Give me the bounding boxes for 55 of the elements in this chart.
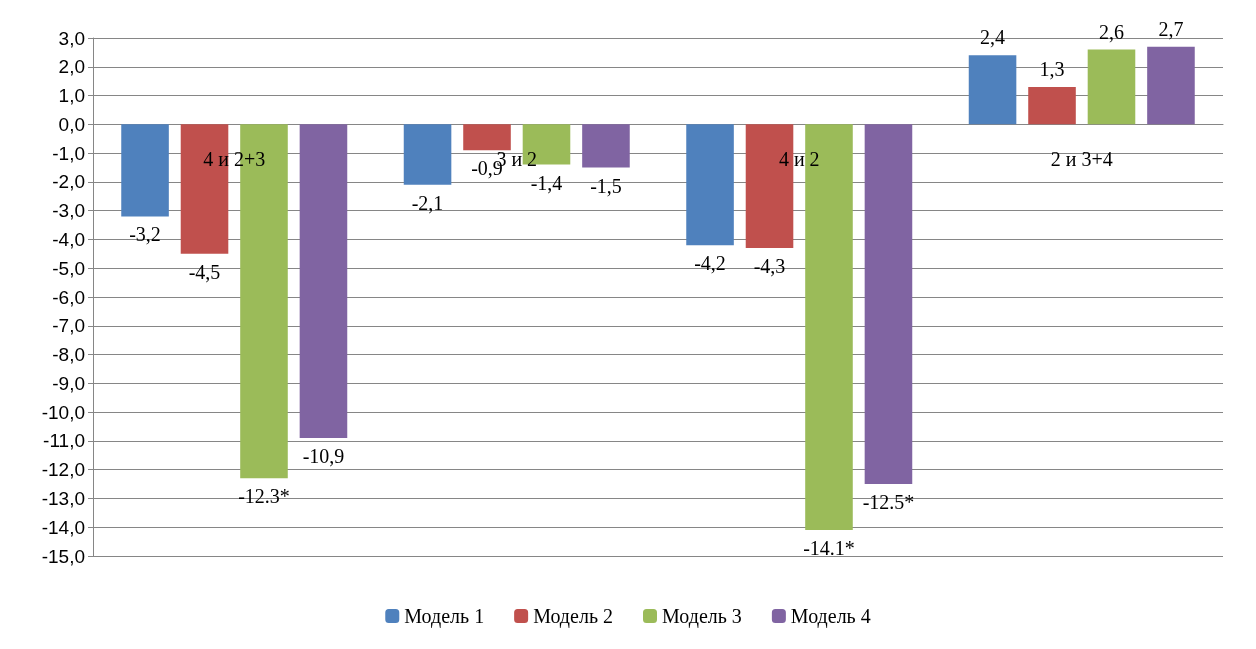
bar: [745, 124, 794, 249]
bar: [805, 124, 853, 531]
y-tick-label: -10,0: [41, 401, 85, 423]
bar: [121, 124, 169, 217]
y-tick-label: -15,0: [41, 545, 85, 567]
y-tick-label: -14,0: [41, 516, 85, 538]
y-tick-label: -4,0: [52, 228, 85, 250]
y-tick-label: -2,0: [52, 171, 85, 193]
bar: [582, 124, 630, 168]
y-tick-label: -13,0: [41, 487, 85, 509]
legend-label: Модель 3: [662, 605, 742, 628]
bar: [864, 124, 913, 485]
y-tick-label: 2,0: [58, 56, 85, 78]
y-tick-label: -5,0: [52, 257, 85, 279]
data-label: -1,5: [590, 174, 622, 197]
y-tick-label: -11,0: [43, 430, 85, 452]
bar: [686, 124, 734, 246]
data-label: -10,9: [302, 445, 345, 468]
data-label: -4,2: [694, 252, 726, 275]
y-tick-label: -6,0: [52, 286, 85, 308]
annotation: 4 и 2: [778, 148, 820, 171]
data-label: 2,7: [1158, 17, 1184, 40]
data-label: -4,5: [188, 260, 221, 283]
y-tick-label: 1,0: [58, 85, 85, 107]
legend-label: Модель 2: [533, 605, 614, 628]
bar: [1147, 46, 1195, 125]
y-tick-label: -9,0: [52, 372, 85, 394]
data-label: -12.5*: [862, 491, 915, 514]
y-tick-label: -8,0: [52, 344, 85, 366]
data-label: -14.1*: [803, 537, 855, 560]
legend-label: Модель 1: [404, 605, 485, 628]
bar: [403, 124, 452, 185]
data-label: 2,4: [980, 26, 1006, 49]
data-label: 2,6: [1098, 20, 1124, 43]
data-label: -4,3: [753, 255, 786, 278]
bar: [968, 55, 1017, 125]
y-tick-label: 3,0: [58, 27, 85, 49]
bar: [180, 124, 229, 254]
data-label: -3,2: [129, 223, 161, 246]
y-tick-label: -1,0: [52, 142, 85, 164]
data-label: 1,3: [1039, 57, 1065, 80]
y-tick-label: 0,0: [58, 113, 85, 135]
bar: [1028, 86, 1076, 125]
bar: [299, 124, 348, 439]
legend-label: Модель 4: [790, 605, 871, 628]
bar: [1087, 49, 1136, 125]
annotation: 2 и 3+4: [1050, 148, 1113, 171]
data-label: -12.3*: [238, 485, 290, 508]
y-tick-label: -3,0: [52, 200, 85, 222]
bar: [522, 124, 571, 165]
y-tick-label: -12,0: [41, 459, 85, 481]
data-label: -1,4: [530, 171, 563, 194]
y-tick-label: -7,0: [52, 315, 85, 337]
bar: [463, 124, 511, 151]
data-label: -2,1: [411, 191, 444, 214]
